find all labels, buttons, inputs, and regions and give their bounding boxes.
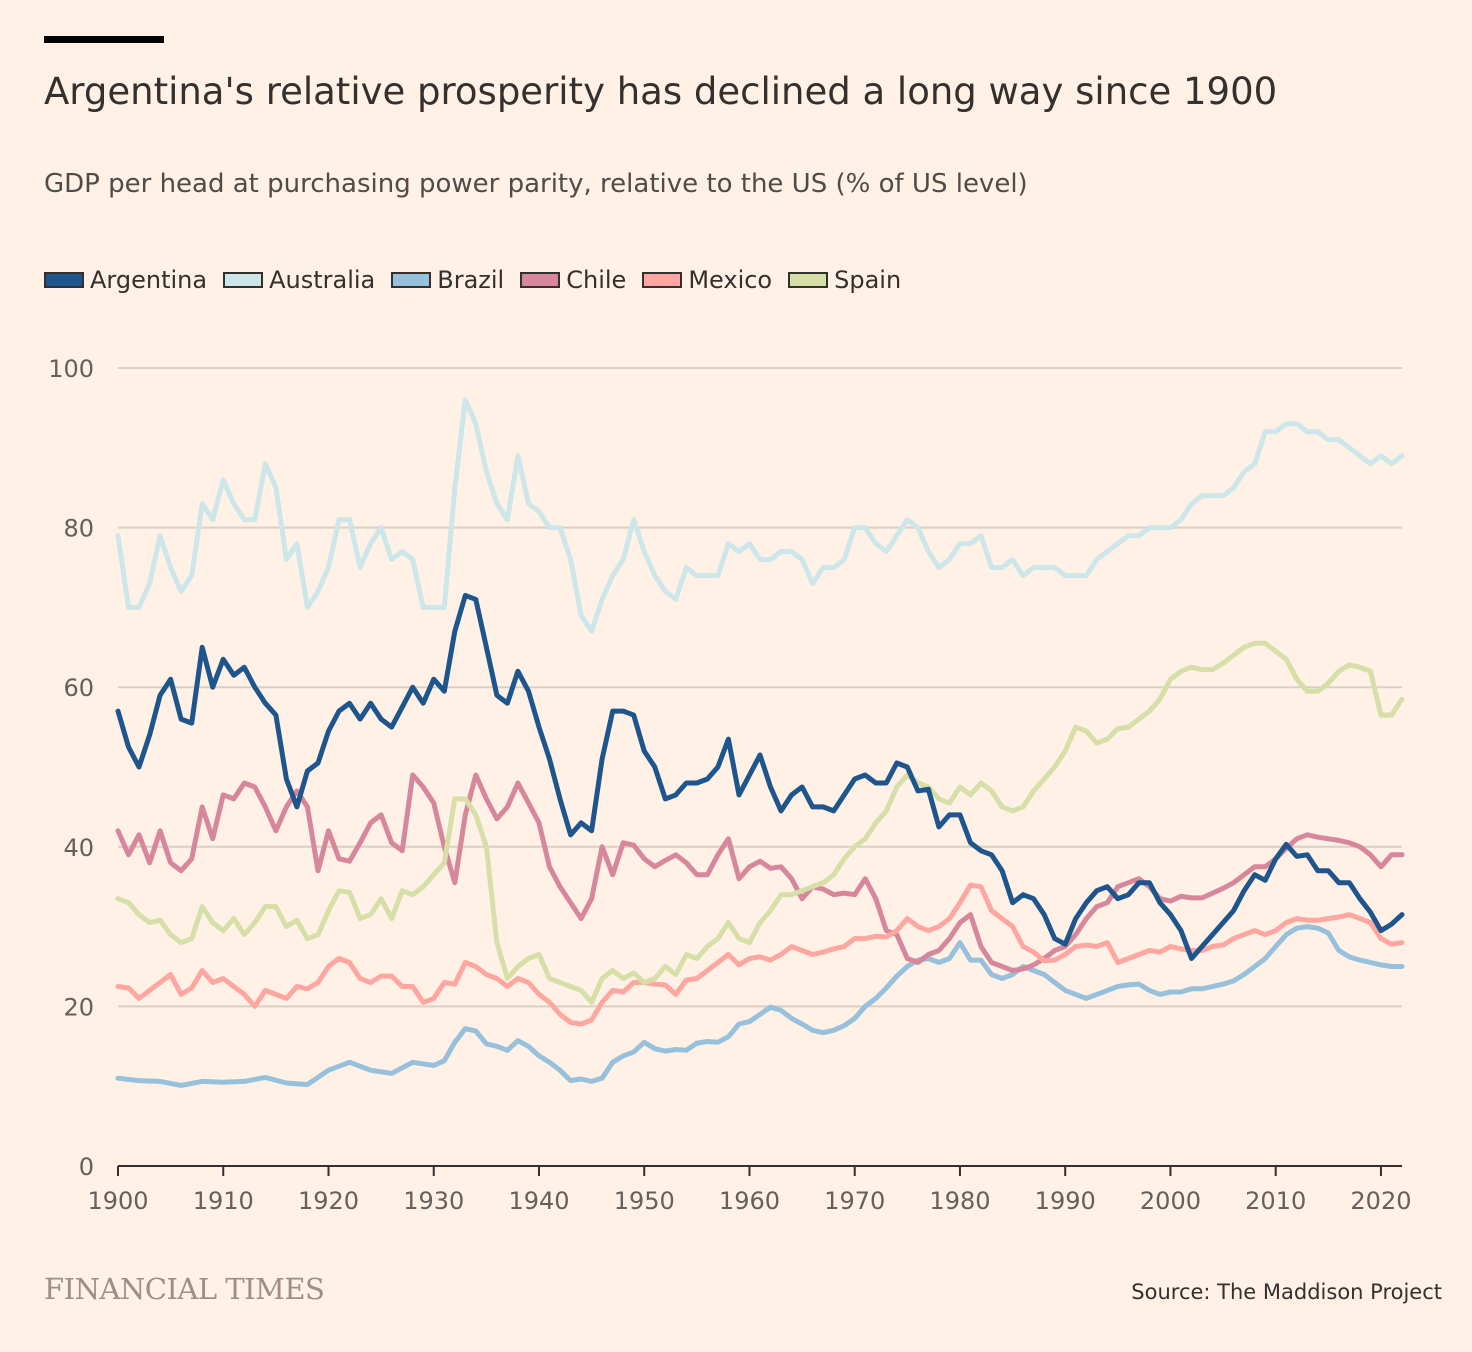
x-tick-label: 1960 (719, 1187, 780, 1215)
y-tick-label: 60 (63, 674, 94, 702)
x-tick-label: 2010 (1245, 1187, 1306, 1215)
series-line-brazil (115, 924, 1405, 1088)
legend-item-spain: Spain (788, 262, 901, 298)
y-tick-label: 40 (63, 834, 94, 862)
y-tick-label: 20 (63, 993, 94, 1021)
y-tick-label: 100 (48, 355, 94, 383)
legend-swatch (44, 272, 84, 288)
legend-item-brazil: Brazil (391, 262, 504, 298)
legend-label: Chile (566, 266, 627, 294)
x-tick-label: 1950 (614, 1187, 675, 1215)
series-line-chile (115, 772, 1405, 973)
x-tick-label: 1930 (403, 1187, 464, 1215)
y-tick-label: 80 (63, 515, 94, 543)
legend-item-chile: Chile (520, 262, 626, 298)
x-tick-label: 1900 (87, 1187, 148, 1215)
x-tick-label: 2020 (1350, 1187, 1411, 1215)
x-tick-label: 1990 (1035, 1187, 1096, 1215)
x-tick-label: 2000 (1140, 1187, 1201, 1215)
series-line-mexico (115, 882, 1405, 1027)
x-tick-label: 1920 (298, 1187, 359, 1215)
x-tick-label: 1970 (824, 1187, 885, 1215)
chart-subtitle: GDP per head at purchasing power parity,… (44, 169, 1028, 199)
legend-swatch (223, 272, 264, 288)
legend-swatch (642, 272, 683, 288)
x-tick-label: 1910 (193, 1187, 254, 1215)
legend-label: Australia (269, 266, 376, 294)
legend-item-australia: Australia (223, 262, 375, 298)
chart-title: Argentina's relative prosperity has decl… (44, 70, 1278, 113)
legend-label: Mexico (688, 266, 773, 294)
series-line-spain (115, 640, 1405, 1005)
series-line-australia (115, 397, 1405, 634)
chart-legend: Argentina Australia Brazil Chile Mexico Spain (44, 262, 917, 298)
legend-label: Brazil (437, 266, 505, 294)
legend-item-argentina: Argentina (44, 262, 207, 298)
source-note: Source: The Maddison Project (1131, 1280, 1442, 1304)
legend-item-mexico: Mexico (642, 262, 772, 298)
legend-label: Argentina (90, 266, 208, 294)
legend-swatch (391, 272, 432, 288)
x-tick-label: 1980 (929, 1187, 990, 1215)
legend-swatch (788, 272, 829, 288)
y-tick-label: 0 (79, 1153, 94, 1181)
legend-swatch (520, 272, 561, 288)
series-line-argentina (115, 592, 1405, 961)
header-accent-bar (44, 36, 164, 43)
legend-label: Spain (834, 266, 902, 294)
ft-logo: FINANCIAL TIMES (44, 1272, 325, 1306)
x-tick-label: 1940 (508, 1187, 569, 1215)
